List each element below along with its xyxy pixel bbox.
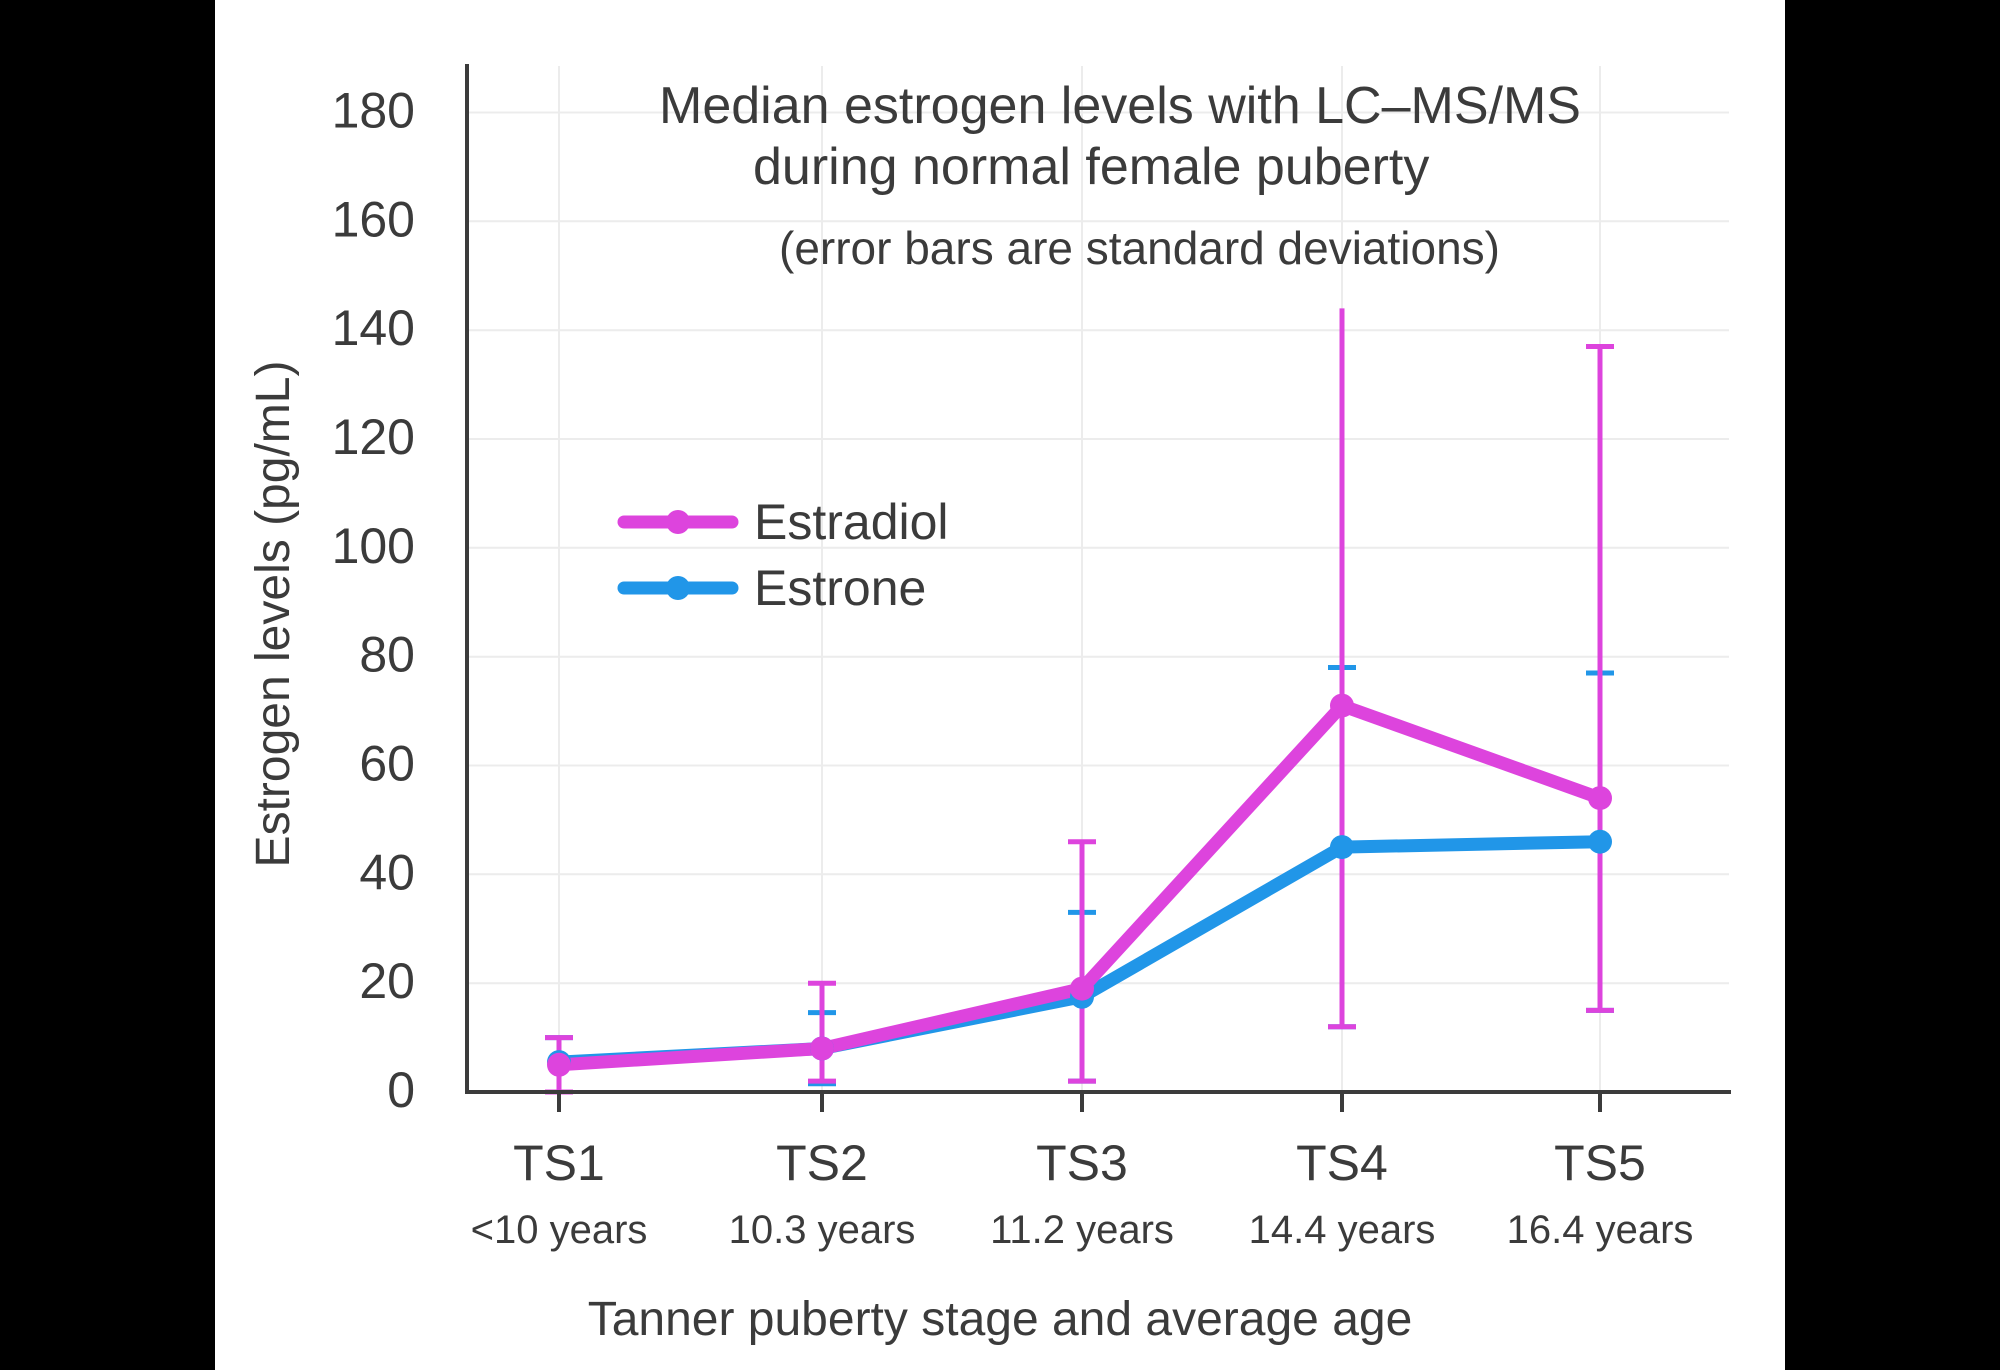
svg-text:160: 160 xyxy=(332,191,415,247)
svg-text:60: 60 xyxy=(359,736,415,792)
svg-text:140: 140 xyxy=(332,300,415,356)
svg-text:TS1: TS1 xyxy=(513,1135,605,1191)
svg-text:20: 20 xyxy=(359,953,415,1009)
svg-text:<10 years: <10 years xyxy=(471,1208,648,1252)
svg-text:Estradiol: Estradiol xyxy=(754,494,949,550)
svg-text:16.4 years: 16.4 years xyxy=(1507,1208,1694,1252)
svg-text:10.3 years: 10.3 years xyxy=(729,1208,916,1252)
svg-text:0: 0 xyxy=(387,1062,415,1118)
svg-text:TS5: TS5 xyxy=(1554,1135,1646,1191)
svg-text:TS3: TS3 xyxy=(1036,1135,1128,1191)
svg-text:(error bars are standard devia: (error bars are standard deviations) xyxy=(779,222,1500,274)
svg-text:40: 40 xyxy=(359,844,415,900)
svg-text:100: 100 xyxy=(332,518,415,574)
svg-text:120: 120 xyxy=(332,409,415,465)
svg-text:80: 80 xyxy=(359,627,415,683)
svg-text:180: 180 xyxy=(332,83,415,139)
svg-text:11.2 years: 11.2 years xyxy=(990,1208,1174,1252)
svg-text:TS4: TS4 xyxy=(1296,1135,1388,1191)
svg-text:Median estrogen levels with LC: Median estrogen levels with LC–MS/MS xyxy=(659,77,1581,135)
svg-text:14.4 years: 14.4 years xyxy=(1249,1208,1436,1252)
svg-text:Estrogen levels (pg/mL): Estrogen levels (pg/mL) xyxy=(247,361,300,868)
svg-text:during normal female puberty: during normal female puberty xyxy=(753,138,1429,196)
svg-text:Estrone: Estrone xyxy=(754,560,926,616)
svg-text:TS2: TS2 xyxy=(776,1135,868,1191)
svg-text:Tanner puberty stage and avera: Tanner puberty stage and average age xyxy=(588,1293,1413,1346)
